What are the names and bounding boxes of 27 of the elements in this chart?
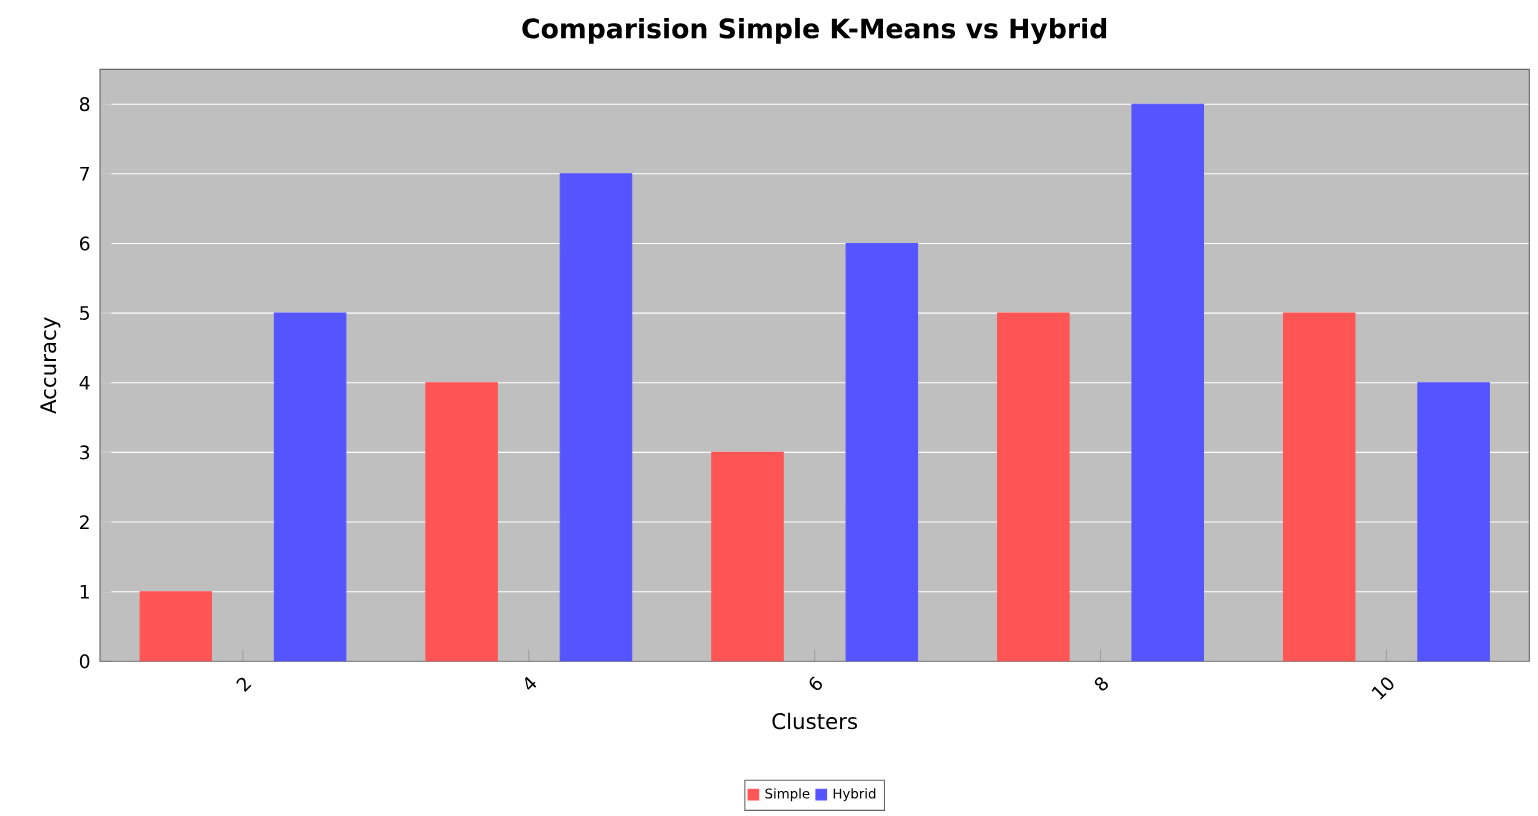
bar [139,591,213,662]
bar [425,382,498,662]
y-tick-label: 3 [80,445,90,460]
bar [1417,382,1490,662]
y-tick-label: 1 [80,584,89,599]
chart-title: Comparision Simple K-Means vs Hybrid [522,17,1107,44]
bar [273,312,347,662]
y-tick-label: 0 [79,654,90,669]
bar [1282,312,1356,662]
y-tick-label: 8 [79,97,90,112]
y-tick-label: 4 [79,375,90,390]
y-tick-label: 6 [80,236,90,251]
x-tick-label: 2 [236,677,252,692]
x-tick-label: 4 [525,676,537,690]
x-tick-label: 10 [1371,677,1394,700]
y-tick-label: 7 [80,167,89,181]
bar [559,173,633,662]
y-tick-label: 5 [80,306,89,321]
y-axis-title: Accuracy [40,317,61,414]
x-axis-title: Clusters [772,712,858,730]
bar [997,312,1070,662]
bar [1131,103,1204,662]
bar [845,242,919,662]
x-tick-label: 6 [809,676,823,691]
x-tick-label: 8 [1094,677,1108,691]
bar [711,451,784,662]
y-tick-label: 2 [80,515,89,529]
